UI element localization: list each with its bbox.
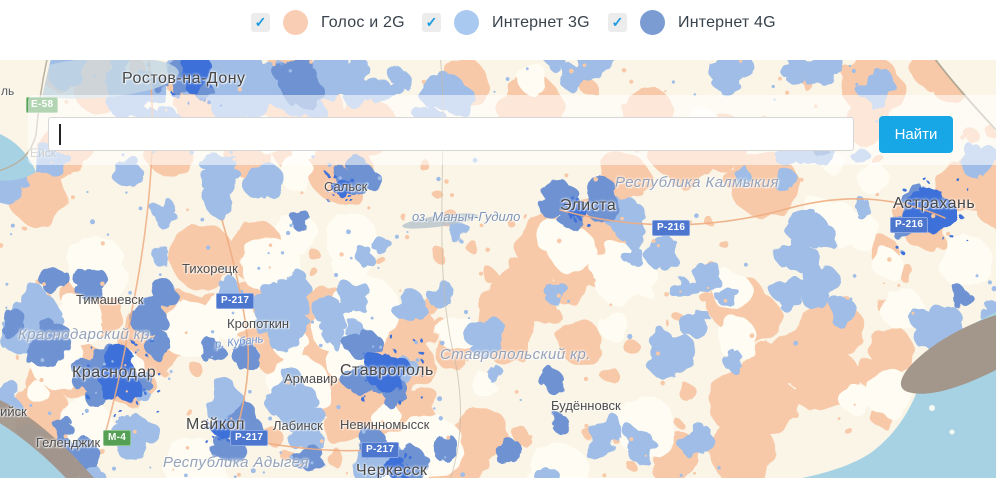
legend-item-4g: ✓ Интернет 4G	[608, 10, 776, 35]
road-badge: Р-217	[216, 293, 255, 309]
legend-item-2g: ✓ Голос и 2G	[251, 10, 405, 35]
map-label: Республика Калмыкия	[615, 174, 779, 191]
checkbox-4g[interactable]: ✓	[608, 13, 627, 32]
map-label: Краснодарский кр.	[18, 326, 155, 343]
road-badge: Р-217	[230, 430, 269, 446]
map-label: Ставрополь	[340, 362, 434, 379]
text-caret	[59, 124, 61, 145]
map-label: Кропоткин	[227, 316, 290, 331]
map-label: Новороссийск	[0, 404, 27, 419]
legend-label-3g: Интернет 3G	[492, 13, 590, 31]
road-badge: М-4	[103, 430, 132, 446]
map-label: Ростов-на-Дону	[122, 70, 246, 87]
map-label: оз. Маныч-Гудило	[412, 209, 521, 224]
map-label: ль	[1, 84, 15, 98]
search-button[interactable]: Найти	[879, 116, 953, 153]
check-icon: ✓	[425, 14, 438, 30]
map-label: Элиста	[560, 197, 617, 214]
check-icon: ✓	[254, 14, 267, 30]
map-label: Сальск	[324, 179, 368, 194]
search-input[interactable]	[48, 117, 854, 151]
map-label: Черкесск	[356, 462, 428, 478]
coverage-3g-swatch	[454, 10, 479, 35]
map-label: Краснодар	[72, 364, 157, 381]
coverage-4g-swatch	[640, 10, 665, 35]
coverage-map-canvas	[0, 60, 996, 478]
legend-label-2g: Голос и 2G	[321, 13, 405, 31]
coverage-2g-swatch	[283, 10, 308, 35]
road-badge: Р-216	[890, 217, 929, 233]
checkbox-3g[interactable]: ✓	[422, 13, 441, 32]
map-label: Будённовск	[551, 398, 621, 413]
coverage-legend: ✓ Голос и 2G ✓ Интернет 3G ✓ Интернет 4G	[0, 0, 996, 60]
legend-item-3g: ✓ Интернет 3G	[422, 10, 590, 35]
map-label: Ставропольский кр.	[440, 346, 591, 363]
map-label: Геленджик	[36, 435, 101, 450]
map-label: Республика Адыгея	[163, 454, 309, 471]
legend-label-4g: Интернет 4G	[678, 13, 776, 31]
coverage-map[interactable]: Найти Ростов-на-ДонуТаганрогЕйскльСальск…	[0, 60, 996, 478]
checkbox-2g[interactable]: ✓	[251, 13, 270, 32]
map-label: Армавир	[284, 371, 338, 386]
map-label: Тимашевск	[76, 292, 144, 307]
map-label: Тихорецк	[182, 261, 238, 276]
map-label: Майкоп	[186, 416, 246, 433]
check-icon: ✓	[611, 14, 624, 30]
map-label: Астрахань	[893, 195, 976, 212]
map-label: Невинномысск	[340, 417, 430, 432]
road-badge: Р-216	[652, 220, 691, 236]
road-badge: Р-217	[361, 442, 400, 458]
map-label: Лабинск	[273, 418, 323, 433]
